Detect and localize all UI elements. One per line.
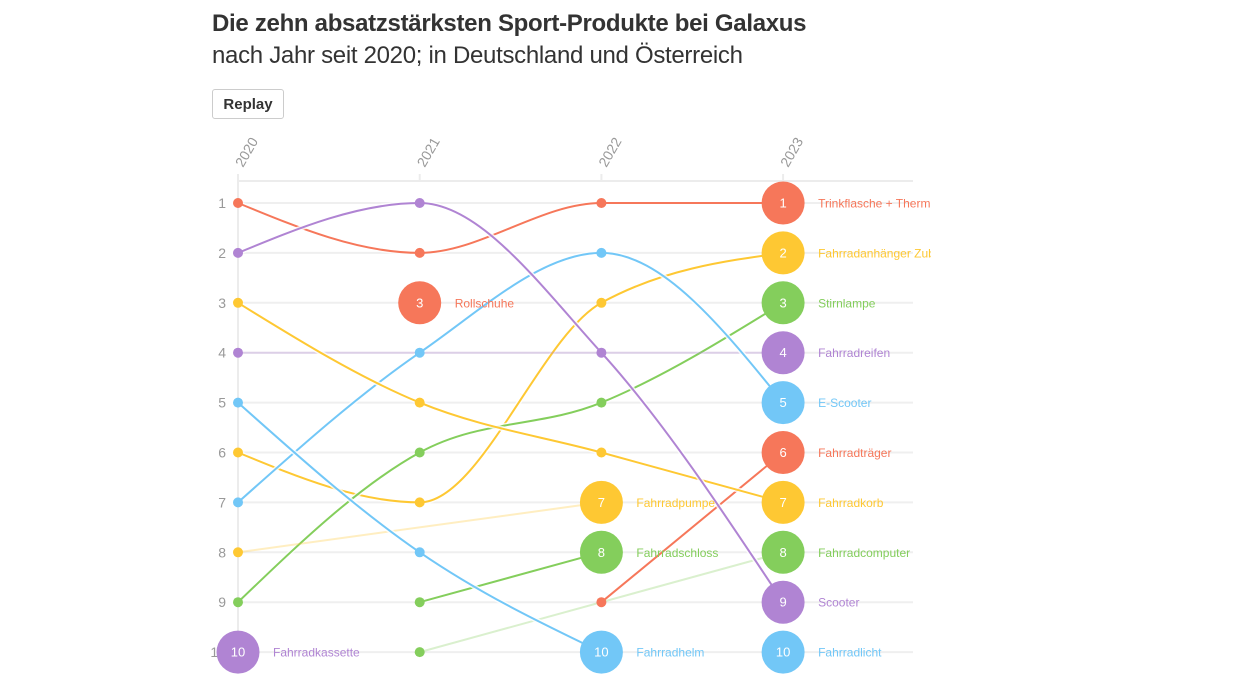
dots-layer <box>233 198 607 658</box>
series-label-trinkflasche-thermo: Trinkflasche + Thermo <box>818 197 937 211</box>
point-scooter-2022 <box>596 347 607 358</box>
bubble-fahrradlicht <box>761 630 805 674</box>
bubble-rank-fahrradanhänger-zube: 2 <box>779 245 786 260</box>
bubble-fahrradpumpe <box>579 480 623 524</box>
point-fahrradanhänger-zube-2022 <box>596 297 607 308</box>
bubble-fahrradcomputer <box>761 530 805 574</box>
bubble-fahrradkorb <box>761 480 805 524</box>
bubble-rank-fahrradreifen: 4 <box>779 345 786 360</box>
series-line-fahrradkorb <box>237 301 784 504</box>
replay-button[interactable]: Replay <box>212 89 284 119</box>
point-fahrradcomputer-2021 <box>414 647 425 658</box>
point-trinkflasche-thermo-2021 <box>414 247 425 258</box>
series-halo-e-scooter <box>236 250 786 505</box>
bubble-rank-fahrradträger: 6 <box>779 445 786 460</box>
series-label-fahrradkassette: Fahrradkassette <box>273 646 360 660</box>
bubble-fahrradkassette <box>216 630 260 674</box>
series-label-fahrradkorb: Fahrradkorb <box>818 496 884 510</box>
series-line-fahrradschloss <box>419 551 602 604</box>
point-fahrradkorb-2022 <box>596 447 607 458</box>
point-e-scooter-2020 <box>233 497 243 508</box>
series-label-fahrradcomputer: Fahrradcomputer <box>818 546 910 560</box>
bubble-rank-fahrradhelm: 10 <box>594 645 608 660</box>
bubble-fahrradreifen <box>761 331 805 375</box>
series-label-fahrradhelm: Fahrradhelm <box>636 646 704 660</box>
bubble-rank-fahrradschloss: 8 <box>598 545 605 560</box>
bubble-trinkflasche-thermo <box>761 181 805 225</box>
bubble-rank-fahrradkassette: 10 <box>231 645 245 660</box>
series-label-stirnlampe: Stirnlampe <box>818 296 876 310</box>
bubble-fahrradhelm <box>579 630 623 674</box>
point-stirnlampe-2020 <box>233 597 243 608</box>
series-line-fahrradträger <box>600 451 784 603</box>
point-e-scooter-2021 <box>414 347 425 358</box>
point-stirnlampe-2021 <box>414 447 425 458</box>
bubble-rank-fahrradpumpe: 7 <box>598 495 605 510</box>
series-label-fahrradpumpe: Fahrradpumpe <box>636 496 715 510</box>
series-label-fahrradträger: Fahrradträger <box>818 446 891 460</box>
bubbles-layer: 1 Trinkflasche + Thermo 2 Fahrradanhänger Z… <box>216 181 942 674</box>
point-fahrradschloss-2021 <box>414 597 425 608</box>
point-fahrradkorb-2021 <box>414 397 425 408</box>
point-trinkflasche-thermo-2020 <box>233 198 243 208</box>
chart-subtitle: nach Jahr seit 2020; in Deutschland und … <box>212 42 743 69</box>
series-label-fahrradreifen: Fahrradreifen <box>818 346 890 360</box>
point-fahrradpumpe-2020 <box>233 547 243 558</box>
series-line-scooter <box>237 201 784 603</box>
rank-label-8: 8 <box>218 544 226 560</box>
bubble-rank-scooter: 9 <box>779 595 786 610</box>
rank-label-5: 5 <box>218 395 226 411</box>
point-e-scooter-2022 <box>596 247 607 258</box>
series-line-e-scooter <box>237 251 784 504</box>
point-fahrradträger-2022 <box>596 597 607 608</box>
bubble-e-scooter <box>761 381 805 425</box>
bubble-fahrradanhänger-zube <box>761 231 805 275</box>
point-stirnlampe-2022 <box>596 397 607 408</box>
year-label-2020: 2020 <box>232 134 262 169</box>
rank-label-1: 1 <box>218 195 226 211</box>
point-fahrradkorb-2020 <box>233 297 243 308</box>
point-trinkflasche-thermo-2022 <box>596 198 607 208</box>
bubble-rank-trinkflasche-thermo: 1 <box>779 196 786 211</box>
series-label-fahrradanhänger-zube: Fahrradanhänger Zube <box>818 246 942 260</box>
point-fahrradanhänger-zube-2020 <box>233 447 243 458</box>
bubble-rollschuhe <box>398 281 442 325</box>
bubble-fahrradträger <box>761 431 805 474</box>
series-label-rollschuhe: Rollschuhe <box>455 296 515 310</box>
point-fahrradhelm-2021 <box>414 547 425 558</box>
series-label-e-scooter: E-Scooter <box>818 396 871 410</box>
rank-label-4: 4 <box>218 345 226 361</box>
gap-line-fahrradpumpe <box>237 501 602 554</box>
point-fahrradanhänger-zube-2021 <box>414 497 425 508</box>
point-scooter-2021 <box>414 198 425 208</box>
rank-label-6: 6 <box>218 445 226 461</box>
point-fahrradreifen-2020 <box>233 347 243 358</box>
year-label-2021: 2021 <box>413 134 443 169</box>
point-scooter-2020 <box>233 247 243 258</box>
year-label-2023: 2023 <box>777 134 807 169</box>
series-label-fahrradlicht: Fahrradlicht <box>818 646 882 660</box>
point-fahrradhelm-2020 <box>233 397 243 408</box>
bubble-rank-fahrradkorb: 7 <box>779 495 786 510</box>
rank-label-7: 7 <box>218 494 226 510</box>
chart-title: Die zehn absatzstärksten Sport-Produkte … <box>212 10 807 37</box>
bubble-scooter <box>761 580 805 624</box>
bubble-fahrradschloss <box>579 530 623 574</box>
rank-label-3: 3 <box>218 295 226 311</box>
bubble-rank-fahrradcomputer: 8 <box>779 545 786 560</box>
year-label-2022: 2022 <box>595 134 625 169</box>
bubble-stirnlampe <box>761 281 805 325</box>
rank-label-2: 2 <box>218 245 226 261</box>
rank-label-9: 9 <box>218 594 226 610</box>
bubble-rank-rollschuhe: 3 <box>416 295 423 310</box>
series-label-fahrradschloss: Fahrradschloss <box>636 546 718 560</box>
bubble-rank-e-scooter: 5 <box>779 395 786 410</box>
series-line-stirnlampe <box>237 301 784 603</box>
lines-layer <box>236 200 786 655</box>
bubble-rank-fahrradlicht: 10 <box>776 645 790 660</box>
series-line-trinkflasche-thermo <box>237 201 784 254</box>
bubble-rank-stirnlampe: 3 <box>779 295 786 310</box>
series-label-scooter: Scooter <box>818 596 859 610</box>
